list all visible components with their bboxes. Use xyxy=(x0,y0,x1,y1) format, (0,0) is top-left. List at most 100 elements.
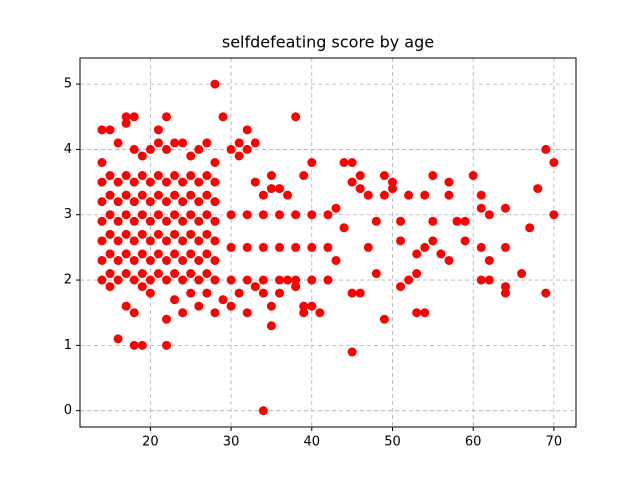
point xyxy=(162,197,172,207)
point xyxy=(194,301,204,311)
point xyxy=(379,171,389,181)
point xyxy=(500,203,510,213)
point xyxy=(137,249,147,259)
point xyxy=(404,190,414,200)
point xyxy=(428,236,438,246)
point xyxy=(242,242,252,252)
point xyxy=(234,288,244,298)
point xyxy=(170,171,180,181)
chart-title: selfdefeating score by age xyxy=(222,33,434,52)
point xyxy=(210,308,220,318)
y-tick-label: 3 xyxy=(64,207,72,222)
point xyxy=(258,242,268,252)
y-tick-label: 2 xyxy=(64,273,72,288)
point xyxy=(283,275,293,285)
point xyxy=(323,242,333,252)
point xyxy=(274,184,284,194)
point xyxy=(162,314,172,324)
point xyxy=(153,249,163,259)
point xyxy=(105,229,115,239)
point xyxy=(145,275,155,285)
y-tick-label: 0 xyxy=(64,403,72,418)
point xyxy=(137,171,147,181)
point xyxy=(274,288,284,298)
point xyxy=(371,216,381,226)
point xyxy=(484,210,494,220)
point xyxy=(331,255,341,265)
point xyxy=(404,275,414,285)
point xyxy=(170,190,180,200)
point xyxy=(178,177,188,187)
point xyxy=(412,308,422,318)
point xyxy=(162,216,172,226)
point xyxy=(105,269,115,279)
point xyxy=(202,190,212,200)
point xyxy=(299,301,309,311)
point xyxy=(105,282,115,292)
point xyxy=(170,229,180,239)
point xyxy=(162,144,172,154)
point xyxy=(258,275,268,285)
point xyxy=(323,210,333,220)
point xyxy=(105,190,115,200)
point xyxy=(145,216,155,226)
point xyxy=(533,184,543,194)
point xyxy=(226,301,236,311)
point xyxy=(202,138,212,148)
point xyxy=(129,236,139,246)
point xyxy=(137,269,147,279)
point xyxy=(387,184,397,194)
point xyxy=(186,151,196,161)
point xyxy=(266,301,276,311)
point xyxy=(202,269,212,279)
point xyxy=(258,406,268,416)
point xyxy=(412,269,422,279)
x-tick-label: 50 xyxy=(384,435,401,450)
point xyxy=(347,177,357,187)
point xyxy=(113,255,123,265)
point xyxy=(186,190,196,200)
point xyxy=(194,236,204,246)
point xyxy=(387,177,397,187)
point xyxy=(162,275,172,285)
x-tick-label: 20 xyxy=(142,435,159,450)
point xyxy=(355,171,365,181)
point xyxy=(476,275,486,285)
point xyxy=(121,118,131,128)
point xyxy=(137,210,147,220)
point xyxy=(113,197,123,207)
point xyxy=(541,144,551,154)
point xyxy=(202,210,212,220)
point xyxy=(307,242,317,252)
point xyxy=(396,282,406,292)
point xyxy=(97,255,107,265)
point xyxy=(186,249,196,259)
point xyxy=(307,301,317,311)
point xyxy=(210,157,220,167)
point xyxy=(266,321,276,331)
point xyxy=(266,171,276,181)
point xyxy=(129,144,139,154)
point xyxy=(162,236,172,246)
point xyxy=(291,112,301,122)
point xyxy=(307,275,317,285)
point xyxy=(242,275,252,285)
point xyxy=(250,138,260,148)
point xyxy=(291,210,301,220)
point xyxy=(137,151,147,161)
point xyxy=(258,210,268,220)
x-tick-label: 30 xyxy=(223,435,240,450)
point xyxy=(145,288,155,298)
point xyxy=(420,308,430,318)
point xyxy=(291,242,301,252)
point xyxy=(396,236,406,246)
x-tick-label: 70 xyxy=(546,435,563,450)
point xyxy=(291,275,301,285)
point xyxy=(178,308,188,318)
point xyxy=(129,340,139,350)
point xyxy=(97,216,107,226)
point xyxy=(339,223,349,233)
point xyxy=(500,242,510,252)
point xyxy=(178,216,188,226)
